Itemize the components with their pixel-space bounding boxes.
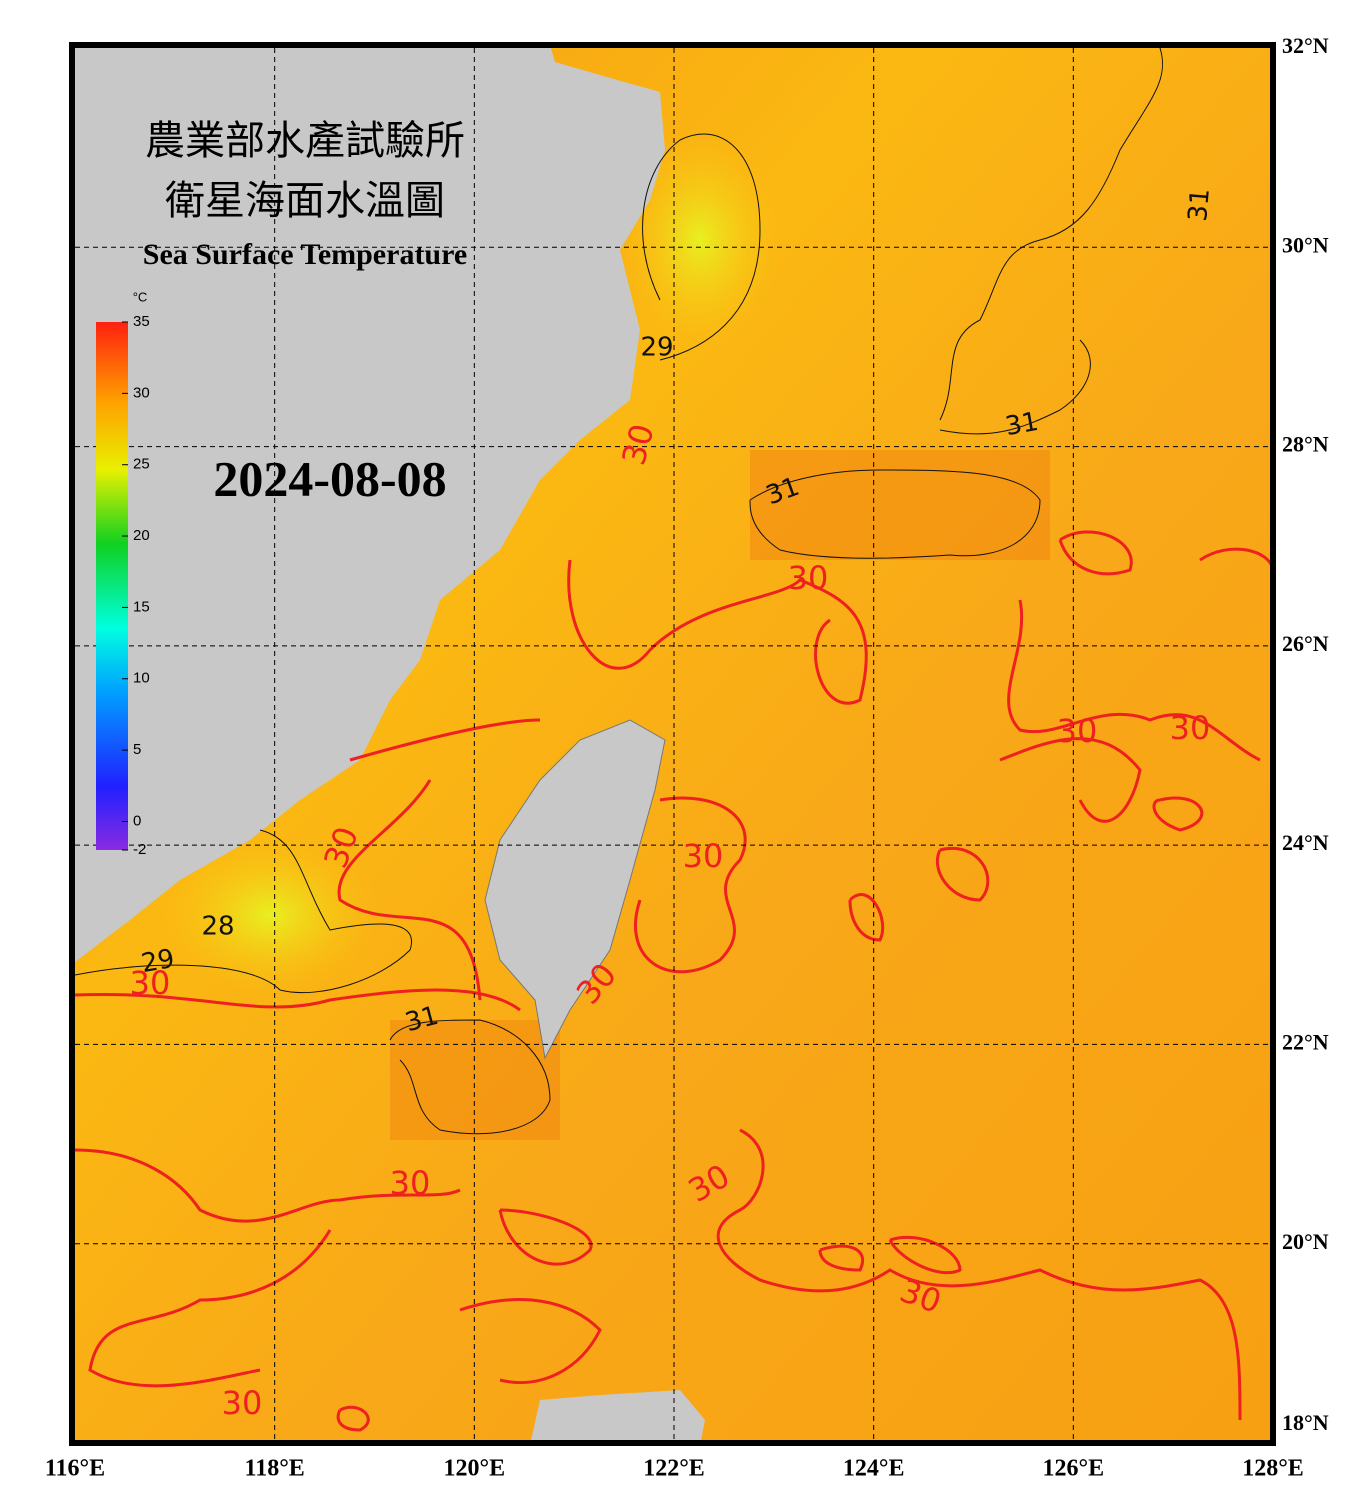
graticule	[75, 48, 1273, 1443]
contour-label: 30	[222, 1384, 263, 1422]
contours-other	[75, 48, 1164, 1135]
contour-label: 30	[1057, 712, 1098, 750]
contour-label: 30	[130, 964, 171, 1002]
title-zh: 農業部水產試驗所	[145, 118, 465, 163]
warm-patch	[750, 450, 1050, 560]
contour-label: 30	[683, 837, 724, 875]
lat-label: 22°N	[1282, 1029, 1329, 1054]
title-zh: 衛星海面水溫圖	[165, 178, 445, 223]
contours-30	[75, 530, 1273, 1432]
lat-label: 30°N	[1282, 232, 1329, 257]
colorbar	[96, 322, 128, 850]
lat-label: 24°N	[1282, 830, 1329, 855]
lat-label: 32°N	[1282, 33, 1329, 58]
colorbar-tick-label: 10	[133, 670, 150, 687]
lon-label: 118°E	[245, 1456, 305, 1482]
lon-label: 128°E	[1242, 1456, 1304, 1482]
contour-label: 31	[1003, 407, 1041, 442]
lon-label: 124°E	[843, 1456, 905, 1482]
mainland	[75, 48, 665, 962]
lat-label: 28°N	[1282, 432, 1329, 457]
contour-label: 29	[640, 333, 673, 363]
contour-label: 30	[788, 559, 829, 597]
contour-label: 30	[390, 1164, 431, 1202]
colorbar-tick-label: 20	[133, 527, 150, 544]
colorbar-tick-label: 25	[133, 456, 150, 473]
cool-patch	[620, 130, 780, 350]
colorbar-tick-label: 5	[133, 741, 141, 758]
contour-label: 29	[139, 944, 177, 979]
colorbar-tick-label: 0	[133, 812, 141, 829]
colorbar-tick-label: 35	[133, 313, 150, 330]
lon-label: 122°E	[643, 1456, 705, 1482]
colorbar-tick-label: 15	[133, 598, 150, 615]
warm-patch	[390, 1020, 560, 1140]
taiwan	[484, 719, 666, 1060]
lon-label: 116°E	[45, 1456, 105, 1482]
cool-patch	[160, 835, 380, 995]
luzon	[530, 1390, 705, 1443]
lon-label: 120°E	[444, 1456, 506, 1482]
contour-label: 31	[1183, 187, 1216, 223]
date: 2024-08-08	[213, 450, 446, 506]
lat-label: 18°N	[1282, 1410, 1329, 1435]
colorbar-unit: °C	[133, 289, 148, 304]
contour-label: 30	[1170, 709, 1211, 747]
title-en: Sea Surface Temperature	[143, 238, 467, 271]
colorbar-tick-label: 30	[133, 384, 150, 401]
lat-label: 20°N	[1282, 1229, 1329, 1254]
map-frame	[69, 42, 1276, 1446]
colorbar-tick-label: -2	[133, 841, 146, 858]
lat-label: 26°N	[1282, 631, 1329, 656]
contour-label: 28	[201, 912, 234, 942]
lon-label: 126°E	[1043, 1456, 1105, 1482]
